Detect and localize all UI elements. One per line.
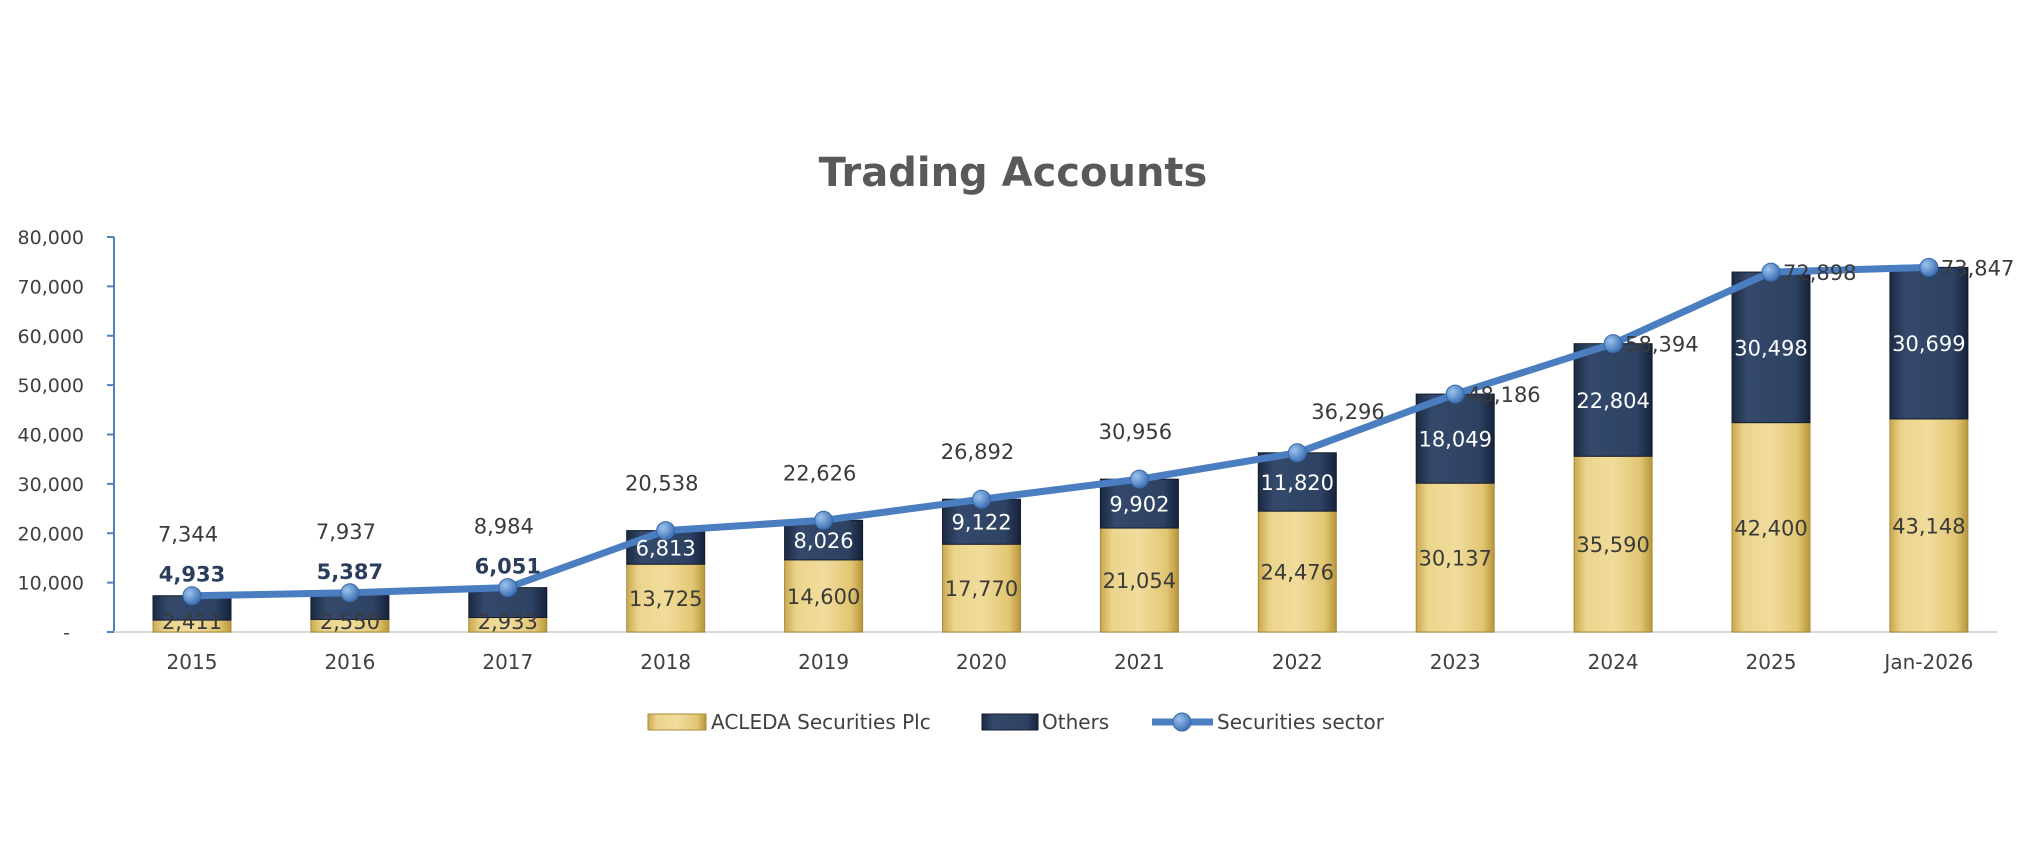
x-tick-label: 2021: [1114, 650, 1165, 674]
y-tick-label: 60,000: [18, 326, 84, 348]
data-label-others: 5,387: [317, 560, 383, 584]
data-label-acleda: 14,600: [787, 585, 860, 609]
data-label-securities-sector: 26,892: [941, 440, 1014, 464]
data-label-acleda: 2,411: [162, 610, 222, 634]
data-label-others: 30,498: [1734, 336, 1807, 360]
y-tick-label: 50,000: [18, 375, 84, 397]
bar-acleda: [784, 559, 864, 633]
x-tick-label: 2018: [640, 650, 691, 674]
bar-others: [1731, 271, 1811, 424]
x-tick-label: 2020: [956, 650, 1007, 674]
y-tick-label: 30,000: [18, 474, 84, 496]
bar-others: [1415, 393, 1495, 484]
legend-marker-securities-sector: [1172, 712, 1192, 732]
data-label-securities-sector: 30,956: [1099, 420, 1172, 444]
y-tick-label: 80,000: [18, 227, 84, 249]
x-tick-label: 2019: [798, 650, 849, 674]
data-label-securities-sector: 36,296: [1311, 400, 1384, 424]
bar-acleda: [1099, 527, 1179, 633]
y-tick-label: 10,000: [18, 573, 84, 595]
data-label-securities-sector: 20,538: [625, 472, 698, 496]
line-marker: [1129, 469, 1149, 489]
line-marker: [1287, 443, 1307, 463]
data-label-acleda: 13,725: [629, 587, 702, 611]
data-label-others: 22,804: [1576, 389, 1649, 413]
legend-label-securities-sector: Securities sector: [1217, 710, 1385, 734]
bar-acleda: [1415, 482, 1495, 633]
x-tick-label: 2022: [1272, 650, 1323, 674]
line-marker: [1919, 257, 1939, 277]
data-label-securities-sector: 48,186: [1467, 383, 1540, 407]
x-tick-label: 2024: [1588, 650, 1639, 674]
x-tick-label: 2017: [482, 650, 533, 674]
line-marker: [182, 586, 202, 606]
data-label-securities-sector: 22,626: [783, 461, 856, 485]
data-label-acleda: 21,054: [1103, 569, 1176, 593]
data-label-acleda: 2,550: [320, 610, 380, 634]
legend-swatch-others: [981, 713, 1039, 731]
data-label-others: 4,933: [159, 563, 225, 587]
data-label-acleda: 35,590: [1576, 533, 1649, 557]
x-tick-label: 2023: [1430, 650, 1481, 674]
x-tick-label: 2015: [167, 650, 218, 674]
x-tick-label: 2025: [1746, 650, 1797, 674]
bar-acleda: [1731, 422, 1811, 633]
data-label-acleda: 42,400: [1734, 516, 1807, 540]
line-marker: [656, 521, 676, 541]
data-label-securities-sector: 8,984: [474, 515, 534, 539]
legend-label-others: Others: [1042, 710, 1109, 734]
data-label-others: 6,051: [475, 555, 541, 579]
data-label-securities-sector: 7,344: [158, 523, 218, 547]
bar-acleda: [626, 563, 706, 633]
data-label-securities-sector: 58,394: [1625, 333, 1698, 357]
line-marker: [1445, 384, 1465, 404]
data-label-acleda: 43,148: [1892, 514, 1965, 538]
data-label-securities-sector: 7,937: [316, 520, 376, 544]
legend-label-acleda: ACLEDA Securities Plc: [711, 710, 931, 734]
line-marker: [1761, 262, 1781, 282]
data-label-others: 11,820: [1261, 471, 1334, 495]
y-tick-label: 20,000: [18, 523, 84, 545]
line-marker: [1603, 334, 1623, 354]
data-label-others: 30,699: [1892, 332, 1965, 356]
data-label-securities-sector: 73,847: [1941, 256, 2014, 280]
legend: ACLEDA Securities Plc Others Securities se…: [647, 710, 1385, 734]
bar-others: [1889, 266, 1969, 420]
data-label-others: 9,902: [1109, 493, 1169, 517]
line-marker: [972, 489, 991, 509]
line-marker: [340, 583, 360, 603]
line-securities-sector: [191, 263, 1930, 600]
data-label-others: 9,122: [951, 511, 1011, 535]
bar-acleda: [942, 543, 1021, 633]
data-label-acleda: 30,137: [1418, 547, 1491, 571]
x-tick-label: 2016: [324, 650, 375, 674]
y-tick-label: 70,000: [18, 276, 84, 298]
line-marker: [814, 510, 834, 530]
data-label-acleda: 2,933: [478, 610, 538, 634]
data-label-others: 8,026: [794, 529, 854, 553]
data-label-others: 6,813: [636, 536, 696, 560]
legend-swatch-acleda: [647, 713, 707, 731]
chart-title: Trading Accounts: [819, 150, 1208, 196]
x-tick-label: Jan-2026: [1882, 650, 1973, 674]
data-label-others: 18,049: [1418, 428, 1491, 452]
y-tick-label: 40,000: [18, 425, 84, 447]
y-tick-label: -: [63, 622, 70, 644]
line-marker: [498, 578, 518, 598]
bar-acleda: [1889, 418, 1969, 633]
data-label-acleda: 17,770: [945, 577, 1018, 601]
data-label-acleda: 24,476: [1261, 561, 1334, 585]
data-label-securities-sector: 72,898: [1783, 261, 1856, 285]
